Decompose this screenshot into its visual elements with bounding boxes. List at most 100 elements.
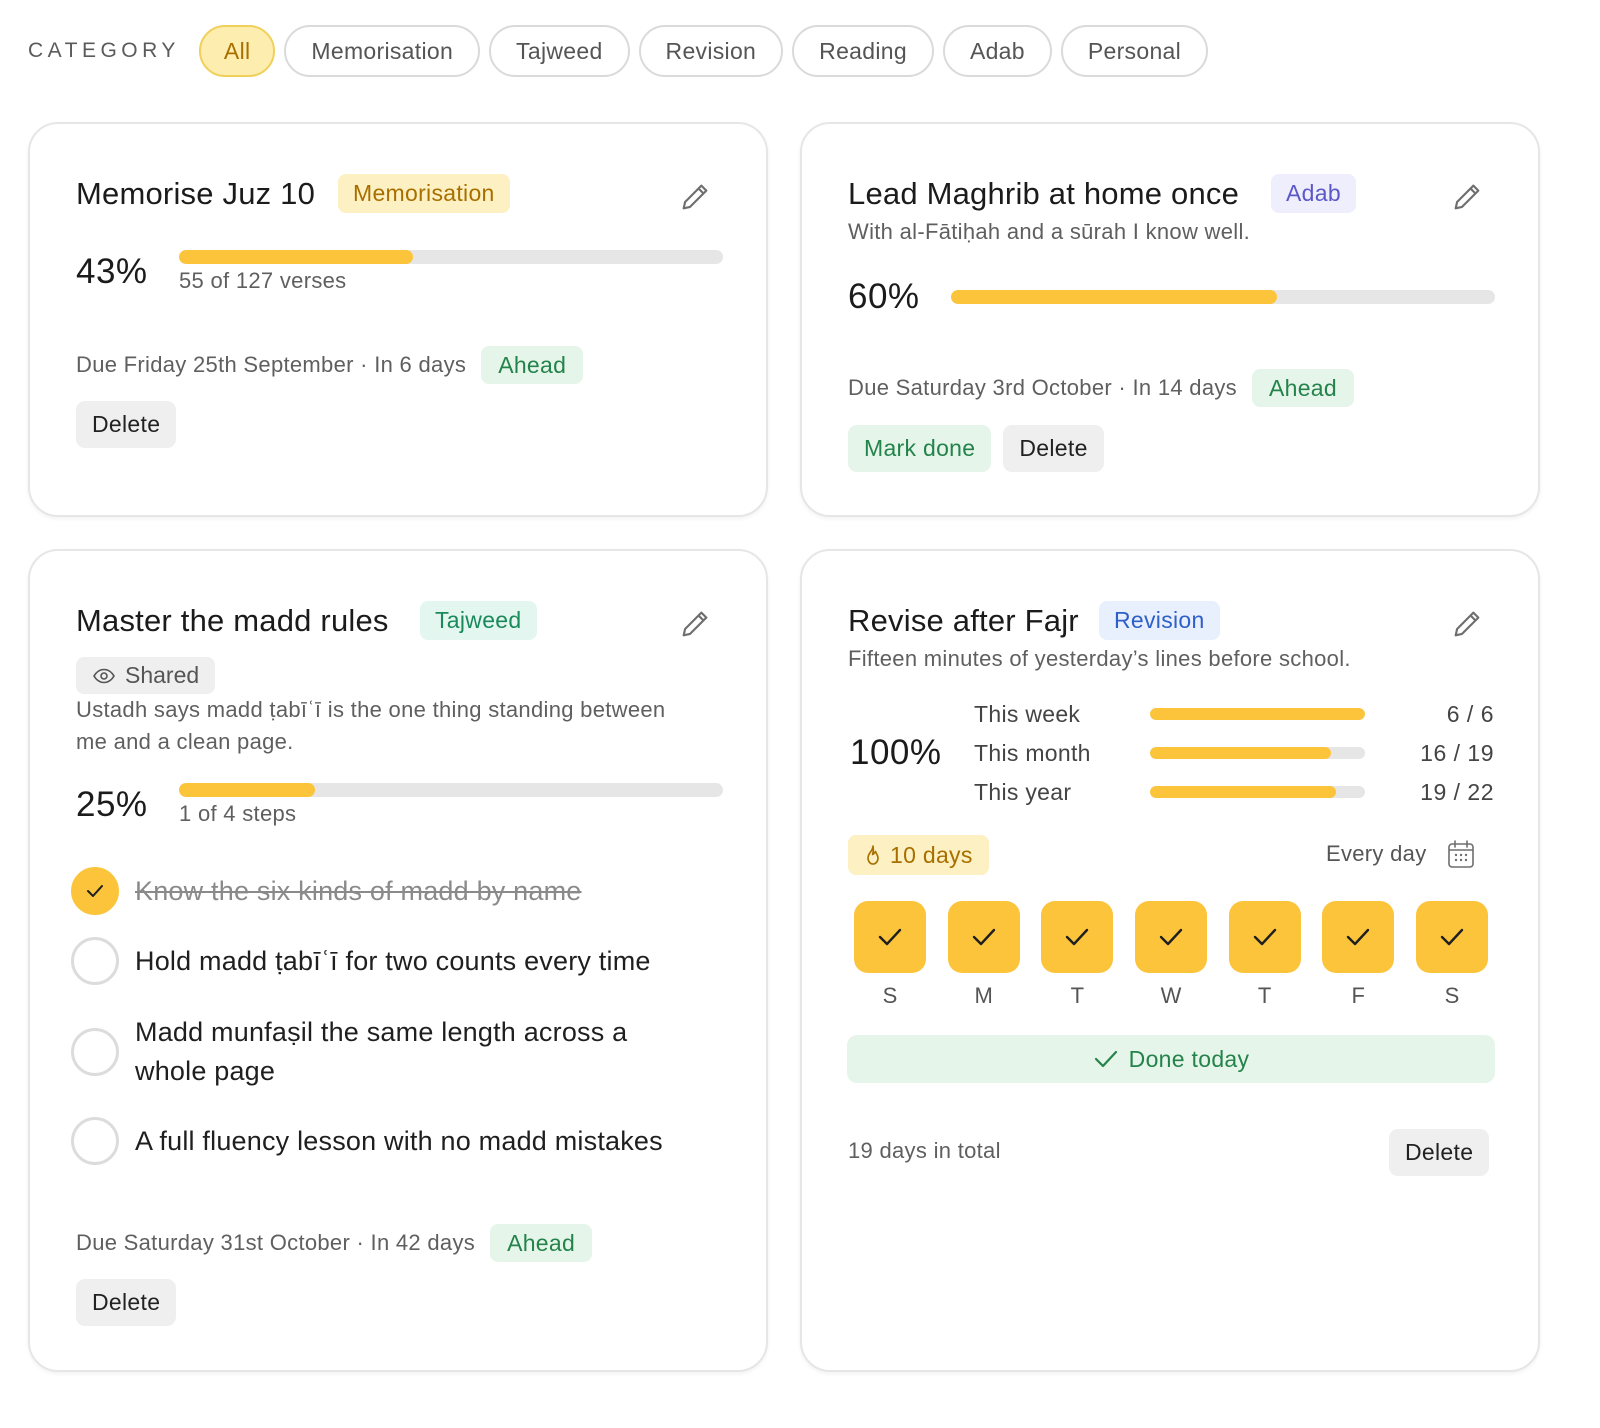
weekday-tracker: S M T W T F S — [854, 901, 1488, 1009]
mark-done-button[interactable]: Mark done — [848, 425, 992, 472]
streak-badge: 10 days — [848, 835, 989, 875]
check-icon — [1159, 928, 1183, 946]
day-tuesday[interactable]: T — [1041, 901, 1114, 1009]
day-monday[interactable]: M — [947, 901, 1020, 1009]
total-days: 19 days in total — [848, 1138, 1001, 1163]
filter-chip-personal[interactable]: Personal — [1060, 25, 1209, 77]
filter-chip-all[interactable]: All — [198, 25, 276, 77]
delete-button[interactable]: Delete — [76, 1279, 177, 1326]
check-icon — [878, 928, 902, 946]
pencil-icon[interactable] — [678, 607, 712, 641]
progress-percent: 43% — [76, 252, 148, 291]
check-icon — [972, 928, 995, 946]
day-label: F — [1351, 983, 1365, 1008]
day-check-box[interactable] — [1228, 901, 1301, 973]
step-label: Know the six kinds of madd by name — [135, 875, 582, 906]
goal-title: Lead Maghrib at home once — [848, 176, 1240, 211]
step-checkbox[interactable] — [71, 1028, 119, 1076]
day-friday[interactable]: F — [1322, 901, 1395, 1009]
card-actions: Mark done Delete — [848, 425, 1104, 472]
period-fill — [1150, 786, 1336, 798]
period-row-month: This month 16 / 19 — [974, 738, 1494, 768]
period-fill — [1150, 708, 1365, 720]
goal-title: Master the madd rules — [76, 603, 389, 638]
day-label: S — [882, 983, 898, 1008]
frequency: Every day — [1326, 839, 1475, 869]
day-label: W — [1160, 983, 1182, 1008]
category-tag: Revision — [1099, 601, 1220, 640]
period-label: This month — [974, 739, 1091, 766]
progress-fill — [179, 783, 315, 797]
delete-button[interactable]: Delete — [76, 401, 177, 448]
day-label: S — [1444, 983, 1460, 1008]
goal-card-lead-maghrib: Lead Maghrib at home once Adab With al-F… — [800, 122, 1540, 517]
check-icon — [1347, 928, 1370, 946]
goal-card-madd-rules: Master the madd rules Tajweed Shared Ust… — [28, 549, 768, 1372]
goal-card-memorise-juz: Memorise Juz 10 Memorisation 43% 55 of 1… — [28, 122, 768, 517]
day-wednesday[interactable]: W — [1134, 901, 1207, 1009]
day-check-box[interactable] — [1322, 901, 1395, 973]
goal-note: Ustadh says madd ṭabīʿī is the one thing… — [76, 697, 666, 754]
check-icon — [1253, 928, 1276, 946]
period-value: 19 / 22 — [1420, 778, 1494, 805]
progress-fill — [951, 290, 1278, 304]
pencil-icon[interactable] — [1450, 607, 1484, 641]
goal-subtitle: Fifteen minutes of yesterday’s lines bef… — [848, 646, 1351, 671]
step-label: A full fluency lesson with no madd mista… — [135, 1125, 663, 1156]
period-bar — [1150, 708, 1365, 720]
pencil-icon[interactable] — [678, 180, 712, 214]
progress-bar — [179, 783, 723, 797]
day-check-box[interactable] — [1134, 901, 1207, 973]
progress-percent: 25% — [76, 785, 148, 824]
filter-chip-tajweed[interactable]: Tajweed — [489, 25, 630, 77]
period-row-week: This week 6 / 6 — [974, 699, 1494, 729]
step-checkbox-checked[interactable] — [71, 867, 119, 915]
period-value: 16 / 19 — [1420, 739, 1494, 766]
filter-chip-revision[interactable]: Revision — [638, 25, 784, 77]
step-item[interactable]: Know the six kinds of madd by name — [71, 867, 582, 915]
day-check-box[interactable] — [1041, 901, 1114, 973]
period-label: This week — [974, 700, 1081, 727]
step-checkbox[interactable] — [71, 1117, 119, 1165]
step-item[interactable]: A full fluency lesson with no madd mista… — [71, 1117, 663, 1165]
status-badge: Ahead — [490, 1224, 593, 1262]
streak-label: 10 days — [890, 841, 973, 868]
day-check-box[interactable] — [947, 901, 1020, 973]
check-icon — [1066, 928, 1089, 946]
category-tag: Adab — [1271, 174, 1356, 213]
due-text: Due Friday 25th September · In 6 days — [76, 352, 467, 377]
step-checkbox[interactable] — [71, 937, 119, 985]
goal-card-revise-after-fajr: Revise after Fajr Revision Fifteen minut… — [800, 549, 1540, 1372]
delete-button[interactable]: Delete — [1003, 425, 1104, 472]
done-today-label: Done today — [1128, 1045, 1250, 1072]
day-saturday[interactable]: S — [1415, 901, 1488, 1009]
filter-chip-adab[interactable]: Adab — [942, 25, 1052, 77]
step-item[interactable]: Madd munfaṣil the same length across a w… — [71, 1013, 711, 1091]
step-item[interactable]: Hold madd ṭabīʿī for two counts every ti… — [71, 937, 651, 985]
day-check-box[interactable] — [854, 901, 926, 973]
filter-chip-reading[interactable]: Reading — [792, 25, 934, 77]
day-sunday[interactable]: S — [854, 901, 926, 1009]
eye-icon — [93, 668, 115, 683]
day-check-box[interactable] — [1415, 901, 1488, 973]
period-bar — [1150, 786, 1365, 798]
step-label: Madd munfaṣil the same length across a w… — [135, 1017, 628, 1086]
shared-badge: Shared — [76, 657, 216, 694]
filter-chip-memorisation[interactable]: Memorisation — [284, 25, 481, 77]
category-tag: Tajweed — [420, 601, 537, 640]
frequency-label: Every day — [1326, 841, 1427, 866]
period-bar — [1150, 747, 1365, 759]
goal-title: Revise after Fajr — [848, 603, 1079, 638]
pencil-icon[interactable] — [1450, 180, 1484, 214]
check-icon — [1094, 1050, 1117, 1068]
day-thursday[interactable]: T — [1228, 901, 1301, 1009]
flame-icon — [867, 845, 879, 865]
progress-fill — [179, 250, 413, 264]
calendar-icon[interactable] — [1447, 839, 1475, 869]
goal-subtitle: With al-Fātiḥah and a sūrah I know well. — [848, 219, 1251, 244]
category-label: CATEGORY — [28, 39, 180, 62]
done-today-button[interactable]: Done today — [847, 1035, 1495, 1083]
delete-button[interactable]: Delete — [1389, 1129, 1490, 1176]
shared-label: Shared — [125, 662, 200, 688]
progress-count: 1 of 4 steps — [179, 801, 297, 826]
